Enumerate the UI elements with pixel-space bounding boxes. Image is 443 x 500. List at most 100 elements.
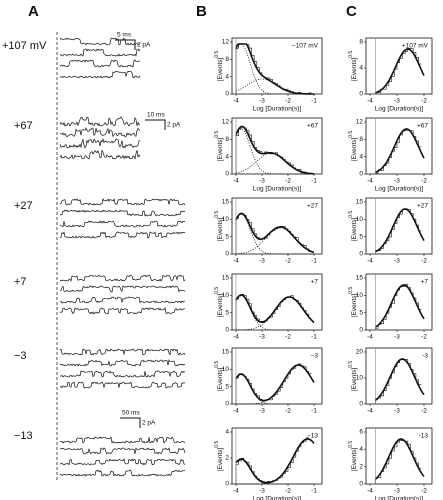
y-axis-label-text: [Events] <box>351 218 358 242</box>
y-tick-label: 4 <box>225 429 229 436</box>
plot-frame <box>365 197 433 255</box>
current-trace <box>59 59 141 68</box>
y-tick-label: 8 <box>359 136 363 143</box>
y-axis-label-text: [Events] <box>351 368 358 392</box>
y-tick-label: 5 <box>359 233 363 240</box>
panel-label: C <box>346 3 357 20</box>
current-trace <box>59 381 185 389</box>
x-tick-label: -4 <box>367 98 373 105</box>
fit-curve <box>375 208 425 253</box>
y-axis-label: [Events]0.5 <box>214 441 223 472</box>
y-axis-label-exponent: 0.5 <box>214 441 220 448</box>
y-axis-label: [Events]0.5 <box>348 287 357 318</box>
y-axis-label-text: [Events] <box>217 218 224 242</box>
scale-current: 2 pA <box>142 420 156 427</box>
current-trace <box>59 220 186 228</box>
plot-frame <box>365 427 433 485</box>
fit-curve <box>235 125 315 175</box>
histogram <box>235 437 312 484</box>
y-axis-label-text: [Events] <box>217 294 224 318</box>
y-tick-label: 8 <box>225 56 229 63</box>
fit-curve <box>375 128 425 174</box>
x-tick-label: -3 <box>394 334 400 341</box>
x-tick-label: -2 <box>285 334 291 341</box>
x-tick-label: -4 <box>367 258 373 265</box>
y-axis-label: [Events]0.5 <box>348 131 357 162</box>
scale-time: 5 ms <box>117 32 132 39</box>
fit-curve <box>374 358 425 401</box>
y-tick-label: 0 <box>359 327 363 334</box>
x-tick-label: -1 <box>311 258 317 265</box>
plot-frame <box>231 117 323 175</box>
y-axis-label-exponent: 0.5 <box>348 211 354 218</box>
plot-frame <box>365 37 433 95</box>
plot-frame <box>365 273 433 331</box>
y-tick-label: 2 <box>225 455 229 462</box>
current-trace <box>59 70 141 79</box>
plot-voltage: −3 <box>311 353 319 360</box>
x-tick-label: -1 <box>311 178 317 185</box>
y-axis-label: [Events]0.5 <box>348 441 357 472</box>
fit-curve <box>374 438 425 480</box>
y-tick-label: 10 <box>222 366 230 373</box>
x-axis-label: Log [Duration(s)] <box>253 106 302 113</box>
x-tick-label: -2 <box>285 408 291 415</box>
x-tick-label: -3 <box>259 178 265 185</box>
current-trace <box>59 116 141 127</box>
plot-voltage: +27 <box>307 203 318 210</box>
y-axis-label-text: [Events] <box>217 368 224 392</box>
current-trace <box>59 209 186 217</box>
y-tick-label: 15 <box>222 349 230 356</box>
plot-frame <box>231 37 323 95</box>
current-trace <box>59 436 186 444</box>
y-tick-label: 4 <box>225 73 229 80</box>
y-axis-label-text: [Events] <box>351 58 358 82</box>
x-tick-label: -4 <box>233 98 239 105</box>
x-tick-label: -4 <box>233 334 239 341</box>
plot-frame <box>231 427 323 485</box>
y-tick-label: 10 <box>222 216 230 223</box>
plot-frame <box>231 197 323 255</box>
x-tick-label: -4 <box>233 488 239 495</box>
histogram <box>235 363 312 404</box>
plot-voltage: +67 <box>417 123 428 130</box>
voltage-label: +7 <box>14 276 27 288</box>
y-tick-label: 0 <box>359 401 363 408</box>
y-tick-label: 15 <box>356 199 364 206</box>
fit-curve <box>235 43 314 95</box>
x-tick-label: -3 <box>394 98 400 105</box>
plot-frame <box>365 117 433 175</box>
x-tick-label: -3 <box>394 258 400 265</box>
y-tick-label: 6 <box>359 429 363 436</box>
plot-voltage: +7 <box>311 279 319 286</box>
x-tick-label: -2 <box>421 258 427 265</box>
plot-voltage: +67 <box>307 123 318 130</box>
y-tick-label: 0 <box>225 171 229 178</box>
y-axis-label-exponent: 0.5 <box>348 131 354 138</box>
current-trace <box>59 458 186 466</box>
current-trace <box>59 48 141 57</box>
fit-curve <box>375 284 425 328</box>
x-tick-label: -3 <box>394 488 400 495</box>
plot-voltage: -13 <box>419 433 429 440</box>
fit-component <box>236 438 315 485</box>
y-tick-label: 0 <box>359 171 363 178</box>
histogram <box>375 358 422 404</box>
x-tick-label: -4 <box>233 258 239 265</box>
histogram <box>375 439 422 484</box>
plot-voltage: -3 <box>422 353 428 360</box>
y-axis-label: [Events]0.5 <box>214 131 223 162</box>
y-tick-label: 0 <box>359 251 363 258</box>
y-axis-label-exponent: 0.5 <box>214 361 220 368</box>
fit-component <box>236 364 315 405</box>
y-tick-label: 5 <box>359 309 363 316</box>
x-tick-label: -2 <box>421 98 427 105</box>
fit-component <box>235 373 314 405</box>
y-tick-label: 15 <box>222 199 230 206</box>
x-tick-label: -2 <box>285 98 291 105</box>
scale-bar <box>115 39 136 50</box>
x-tick-label: -4 <box>367 178 373 185</box>
x-tick-label: -1 <box>311 98 317 105</box>
fit-curve <box>235 438 315 484</box>
scale-time: 50 ms <box>122 410 140 417</box>
